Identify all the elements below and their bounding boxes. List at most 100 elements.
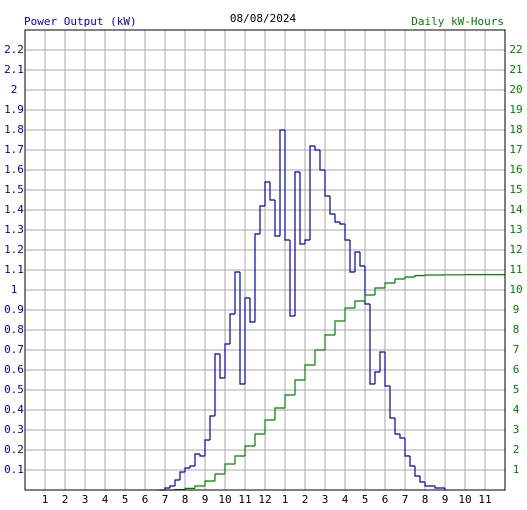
step-segment	[229, 313, 235, 344]
y2-tick-label: 17	[509, 143, 522, 156]
step-segment	[369, 304, 375, 385]
y2-tick-label: 5	[513, 383, 520, 396]
step-segment	[214, 473, 225, 481]
step-segment	[279, 129, 285, 236]
step-segment	[239, 272, 245, 385]
step-segment	[254, 233, 260, 322]
step-segment	[314, 146, 320, 151]
step-segment	[379, 351, 385, 372]
y2-tick-label: 10	[509, 283, 522, 296]
step-segment	[214, 353, 220, 416]
step-segment	[294, 379, 305, 395]
step-segment	[364, 294, 375, 301]
y-tick-label: 1.1	[4, 263, 24, 276]
x-tick-label: 8	[182, 493, 189, 506]
y-tick-label: 1.2	[4, 243, 24, 256]
x-tick-label: 6	[382, 493, 389, 506]
plot-border	[24, 29, 506, 491]
x-tick-label: 11	[478, 493, 491, 506]
step-segment	[169, 485, 175, 488]
step-segment	[209, 415, 215, 440]
step-segment	[424, 482, 435, 487]
step-segment	[419, 476, 425, 483]
y-tick-label: 0.4	[4, 403, 24, 416]
y2-tick-label: 8	[513, 323, 520, 336]
step-segment	[189, 465, 195, 468]
y-tick-label: 1.5	[4, 183, 24, 196]
step-segment	[259, 205, 265, 234]
y2-tick-label: 1	[513, 463, 520, 476]
step-segment	[329, 196, 335, 215]
step-segment	[304, 364, 315, 380]
step-segment	[269, 182, 275, 201]
y2-tick-label: 7	[513, 343, 520, 356]
step-segment	[179, 471, 185, 480]
y-tick-label: 0.6	[4, 363, 24, 376]
x-tick-label: 1	[282, 493, 289, 506]
step-segment	[254, 433, 265, 446]
y-tick-label: 1.3	[4, 223, 24, 236]
step-segment	[234, 271, 240, 314]
step-segment	[174, 479, 180, 486]
step-segment	[274, 407, 285, 420]
step-segment	[304, 239, 310, 244]
step-segment	[359, 252, 365, 267]
x-tick-label: 10	[458, 493, 471, 506]
step-segment	[204, 439, 210, 456]
y-tick-label: 1.6	[4, 163, 24, 176]
x-tick-label: 6	[142, 493, 149, 506]
x-tick-label: 2	[62, 493, 69, 506]
y2-tick-label: 16	[509, 163, 522, 176]
y-tick-label: 1.9	[4, 103, 24, 116]
x-tick-label: 4	[102, 493, 109, 506]
step-segment	[244, 297, 250, 384]
x-tick-label: 5	[122, 493, 129, 506]
step-segment	[264, 181, 270, 206]
x-tick-label: 9	[442, 493, 449, 506]
y-tick-label: 0.2	[4, 443, 24, 456]
step-segment	[324, 334, 335, 350]
step-segment	[344, 307, 355, 321]
y2-tick-label: 12	[509, 243, 522, 256]
x-tick-label: 4	[342, 493, 349, 506]
step-segment	[289, 240, 295, 317]
step-segment	[354, 300, 365, 308]
step-segment	[334, 320, 345, 335]
step-segment	[199, 454, 205, 457]
y-tick-label: 0.9	[4, 303, 24, 316]
y2-tick-label: 14	[509, 203, 523, 216]
step-segment	[404, 276, 415, 279]
step-segment	[284, 130, 290, 241]
x-tick-label: 1	[42, 493, 49, 506]
step-segment	[234, 455, 245, 464]
y-tick-label: 1.4	[4, 203, 24, 216]
step-segment	[434, 486, 445, 489]
x-tick-label: 9	[202, 493, 209, 506]
step-segment	[404, 438, 410, 457]
y2-tick-label: 6	[513, 363, 520, 376]
step-segment	[274, 200, 280, 237]
step-segment	[334, 214, 340, 223]
y2-tick-label: 4	[513, 403, 520, 416]
y-tick-label: 1.8	[4, 123, 24, 136]
y-tick-label: 2.1	[4, 63, 24, 76]
x-tick-label: 5	[362, 493, 369, 506]
step-segment	[284, 394, 295, 408]
y2-tick-label: 9	[513, 303, 520, 316]
step-segment	[219, 354, 225, 379]
x-tick-label: 2	[302, 493, 309, 506]
step-segment	[224, 463, 235, 474]
step-segment	[409, 456, 415, 467]
y2-tick-label: 22	[509, 43, 522, 56]
y-tick-label: 0.5	[4, 383, 24, 396]
step-segment	[394, 278, 405, 283]
step-segment	[299, 172, 305, 245]
x-tick-label: 3	[322, 493, 329, 506]
step-segment	[384, 282, 395, 288]
x-tick-label: 7	[162, 493, 169, 506]
step-segment	[399, 434, 405, 439]
y2-tick-label: 19	[509, 103, 522, 116]
step-segment	[424, 274, 445, 276]
